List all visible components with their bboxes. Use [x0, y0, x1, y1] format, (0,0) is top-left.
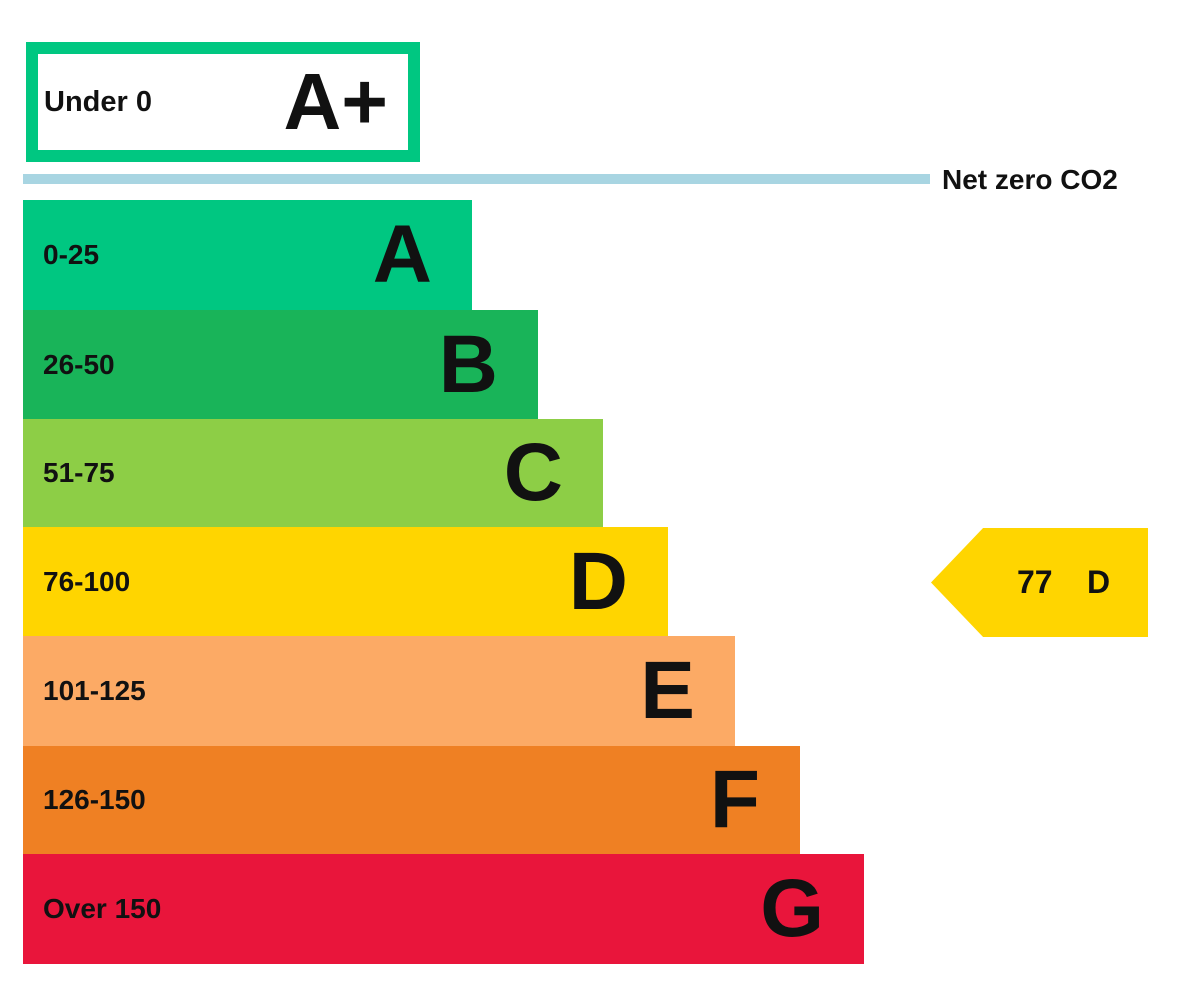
band-letter: E: [640, 645, 695, 736]
band-b: 26-50 B: [23, 310, 538, 419]
band-g: Over 150 G: [23, 854, 864, 964]
band-letter: F: [709, 754, 760, 845]
current-rating-value: 77: [1017, 564, 1053, 600]
band-c: 51-75 C: [23, 419, 603, 527]
current-rating-letter: D: [1087, 564, 1111, 600]
band-range: 126-150: [43, 784, 146, 815]
band-letter: C: [503, 427, 563, 518]
band-a: 0-25 A: [23, 200, 472, 310]
band-a-plus: Under 0 A+: [26, 42, 420, 162]
band-range: 76-100: [43, 566, 131, 597]
current-rating-arrow: 77 D: [931, 528, 1148, 637]
band-letter: B: [438, 319, 498, 410]
band-letter: A: [372, 209, 432, 300]
band-f: 126-150 F: [23, 746, 800, 854]
band-range: 0-25: [43, 239, 100, 270]
band-letter: A+: [283, 57, 389, 146]
band-letter: G: [760, 863, 824, 954]
band-d: 76-100 D: [23, 527, 668, 636]
band-range: 26-50: [43, 349, 115, 380]
band-range: 101-125: [43, 675, 146, 706]
band-e: 101-125 E: [23, 636, 735, 746]
net-zero-line: [23, 174, 930, 184]
net-zero-label: Net zero CO2: [942, 164, 1118, 195]
band-letter: D: [568, 536, 628, 627]
band-range: Over 150: [43, 893, 162, 924]
band-range: Under 0: [44, 86, 152, 118]
band-range: 51-75: [43, 457, 115, 488]
